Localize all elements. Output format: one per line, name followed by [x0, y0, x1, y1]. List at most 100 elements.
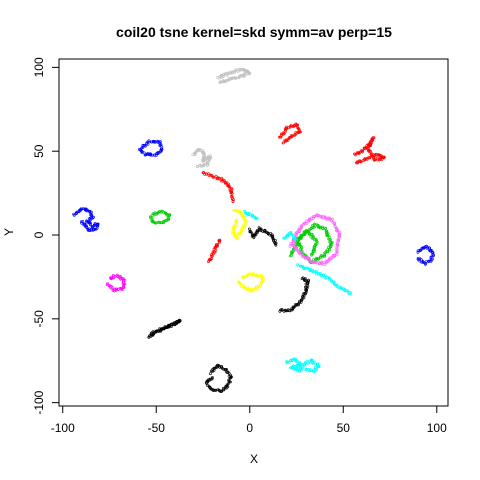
data-point: [277, 135, 281, 139]
data-point: [296, 123, 299, 127]
data-point: [93, 221, 97, 225]
data-point: [90, 210, 93, 214]
data-point: [372, 136, 376, 140]
y-tick-label: 100: [32, 57, 46, 77]
data-point: [254, 287, 258, 291]
point-cluster: [201, 171, 236, 203]
data-point: [210, 376, 214, 379]
data-point: [113, 275, 117, 278]
point-cluster: [216, 68, 252, 84]
data-point: [423, 245, 427, 249]
data-point: [72, 212, 76, 216]
data-point: [429, 255, 433, 259]
data-point: [304, 367, 308, 371]
data-point: [291, 364, 295, 368]
x-axis-label: X: [250, 452, 258, 466]
point-cluster: [147, 318, 182, 339]
data-point: [107, 284, 111, 288]
y-tick-label: -100: [32, 390, 46, 414]
data-point: [327, 258, 331, 262]
data-point: [221, 386, 225, 390]
data-point: [327, 248, 331, 252]
plot-frame: [58, 58, 449, 407]
data-point: [324, 226, 327, 230]
data-point: [362, 146, 366, 150]
data-point: [367, 149, 371, 153]
data-point: [317, 213, 321, 217]
point-cluster: [247, 226, 278, 247]
data-point: [253, 286, 257, 290]
data-point: [214, 248, 218, 252]
data-point: [290, 358, 294, 362]
data-point: [299, 298, 303, 302]
data-point: [248, 212, 252, 216]
data-point: [123, 278, 127, 282]
data-point: [247, 227, 251, 231]
data-point: [318, 255, 322, 259]
data-point: [297, 236, 301, 240]
y-tick-label: -50: [32, 310, 46, 328]
data-point: [208, 157, 212, 160]
data-point: [296, 365, 300, 368]
data-point: [429, 258, 433, 261]
point-cluster: [72, 207, 100, 232]
data-point: [227, 71, 231, 74]
data-point: [323, 253, 327, 257]
data-point: [228, 185, 232, 189]
data-point: [321, 216, 325, 220]
data-point: [207, 384, 211, 388]
data-point: [360, 150, 364, 154]
data-point: [252, 233, 256, 237]
data-point: [259, 227, 263, 231]
data-point: [230, 192, 234, 196]
data-point: [159, 328, 163, 332]
data-point: [326, 250, 330, 254]
data-point: [371, 138, 375, 142]
data-points: [72, 68, 436, 393]
data-point: [332, 281, 336, 285]
data-point: [247, 213, 251, 217]
data-point: [323, 274, 327, 278]
data-point: [287, 361, 291, 364]
data-point: [141, 143, 145, 147]
data-point: [370, 154, 374, 158]
data-point: [257, 229, 260, 233]
data-point: [242, 68, 246, 71]
data-point: [279, 135, 283, 139]
data-point: [341, 287, 345, 291]
data-point: [286, 234, 290, 238]
data-point: [354, 161, 358, 165]
point-cluster: [288, 222, 334, 265]
data-point: [247, 72, 251, 76]
data-point: [89, 221, 92, 225]
data-point: [305, 222, 309, 225]
data-point: [242, 75, 246, 78]
data-point: [255, 229, 259, 233]
data-point: [289, 366, 293, 370]
chart-title: coil20 tsne kernel=skd symm=av perp=15: [116, 24, 392, 40]
data-point: [282, 236, 286, 240]
data-point: [332, 255, 336, 259]
data-point: [294, 234, 298, 238]
point-cluster: [148, 209, 172, 225]
data-point: [158, 141, 162, 145]
data-point: [299, 227, 303, 231]
data-point: [289, 135, 293, 139]
data-point: [244, 287, 248, 291]
data-point: [361, 149, 364, 153]
data-point: [235, 236, 239, 240]
data-point: [235, 218, 239, 222]
point-cluster: [206, 238, 222, 264]
data-point: [297, 241, 301, 245]
data-point: [213, 388, 217, 392]
data-point: [82, 222, 86, 226]
data-point: [335, 229, 339, 233]
data-point: [302, 267, 306, 271]
data-point: [80, 207, 84, 211]
data-point: [158, 221, 162, 224]
data-point: [207, 174, 211, 178]
data-point: [303, 363, 307, 367]
data-point: [234, 223, 238, 227]
y-tick-label: 0: [32, 231, 46, 238]
data-point: [143, 143, 147, 147]
